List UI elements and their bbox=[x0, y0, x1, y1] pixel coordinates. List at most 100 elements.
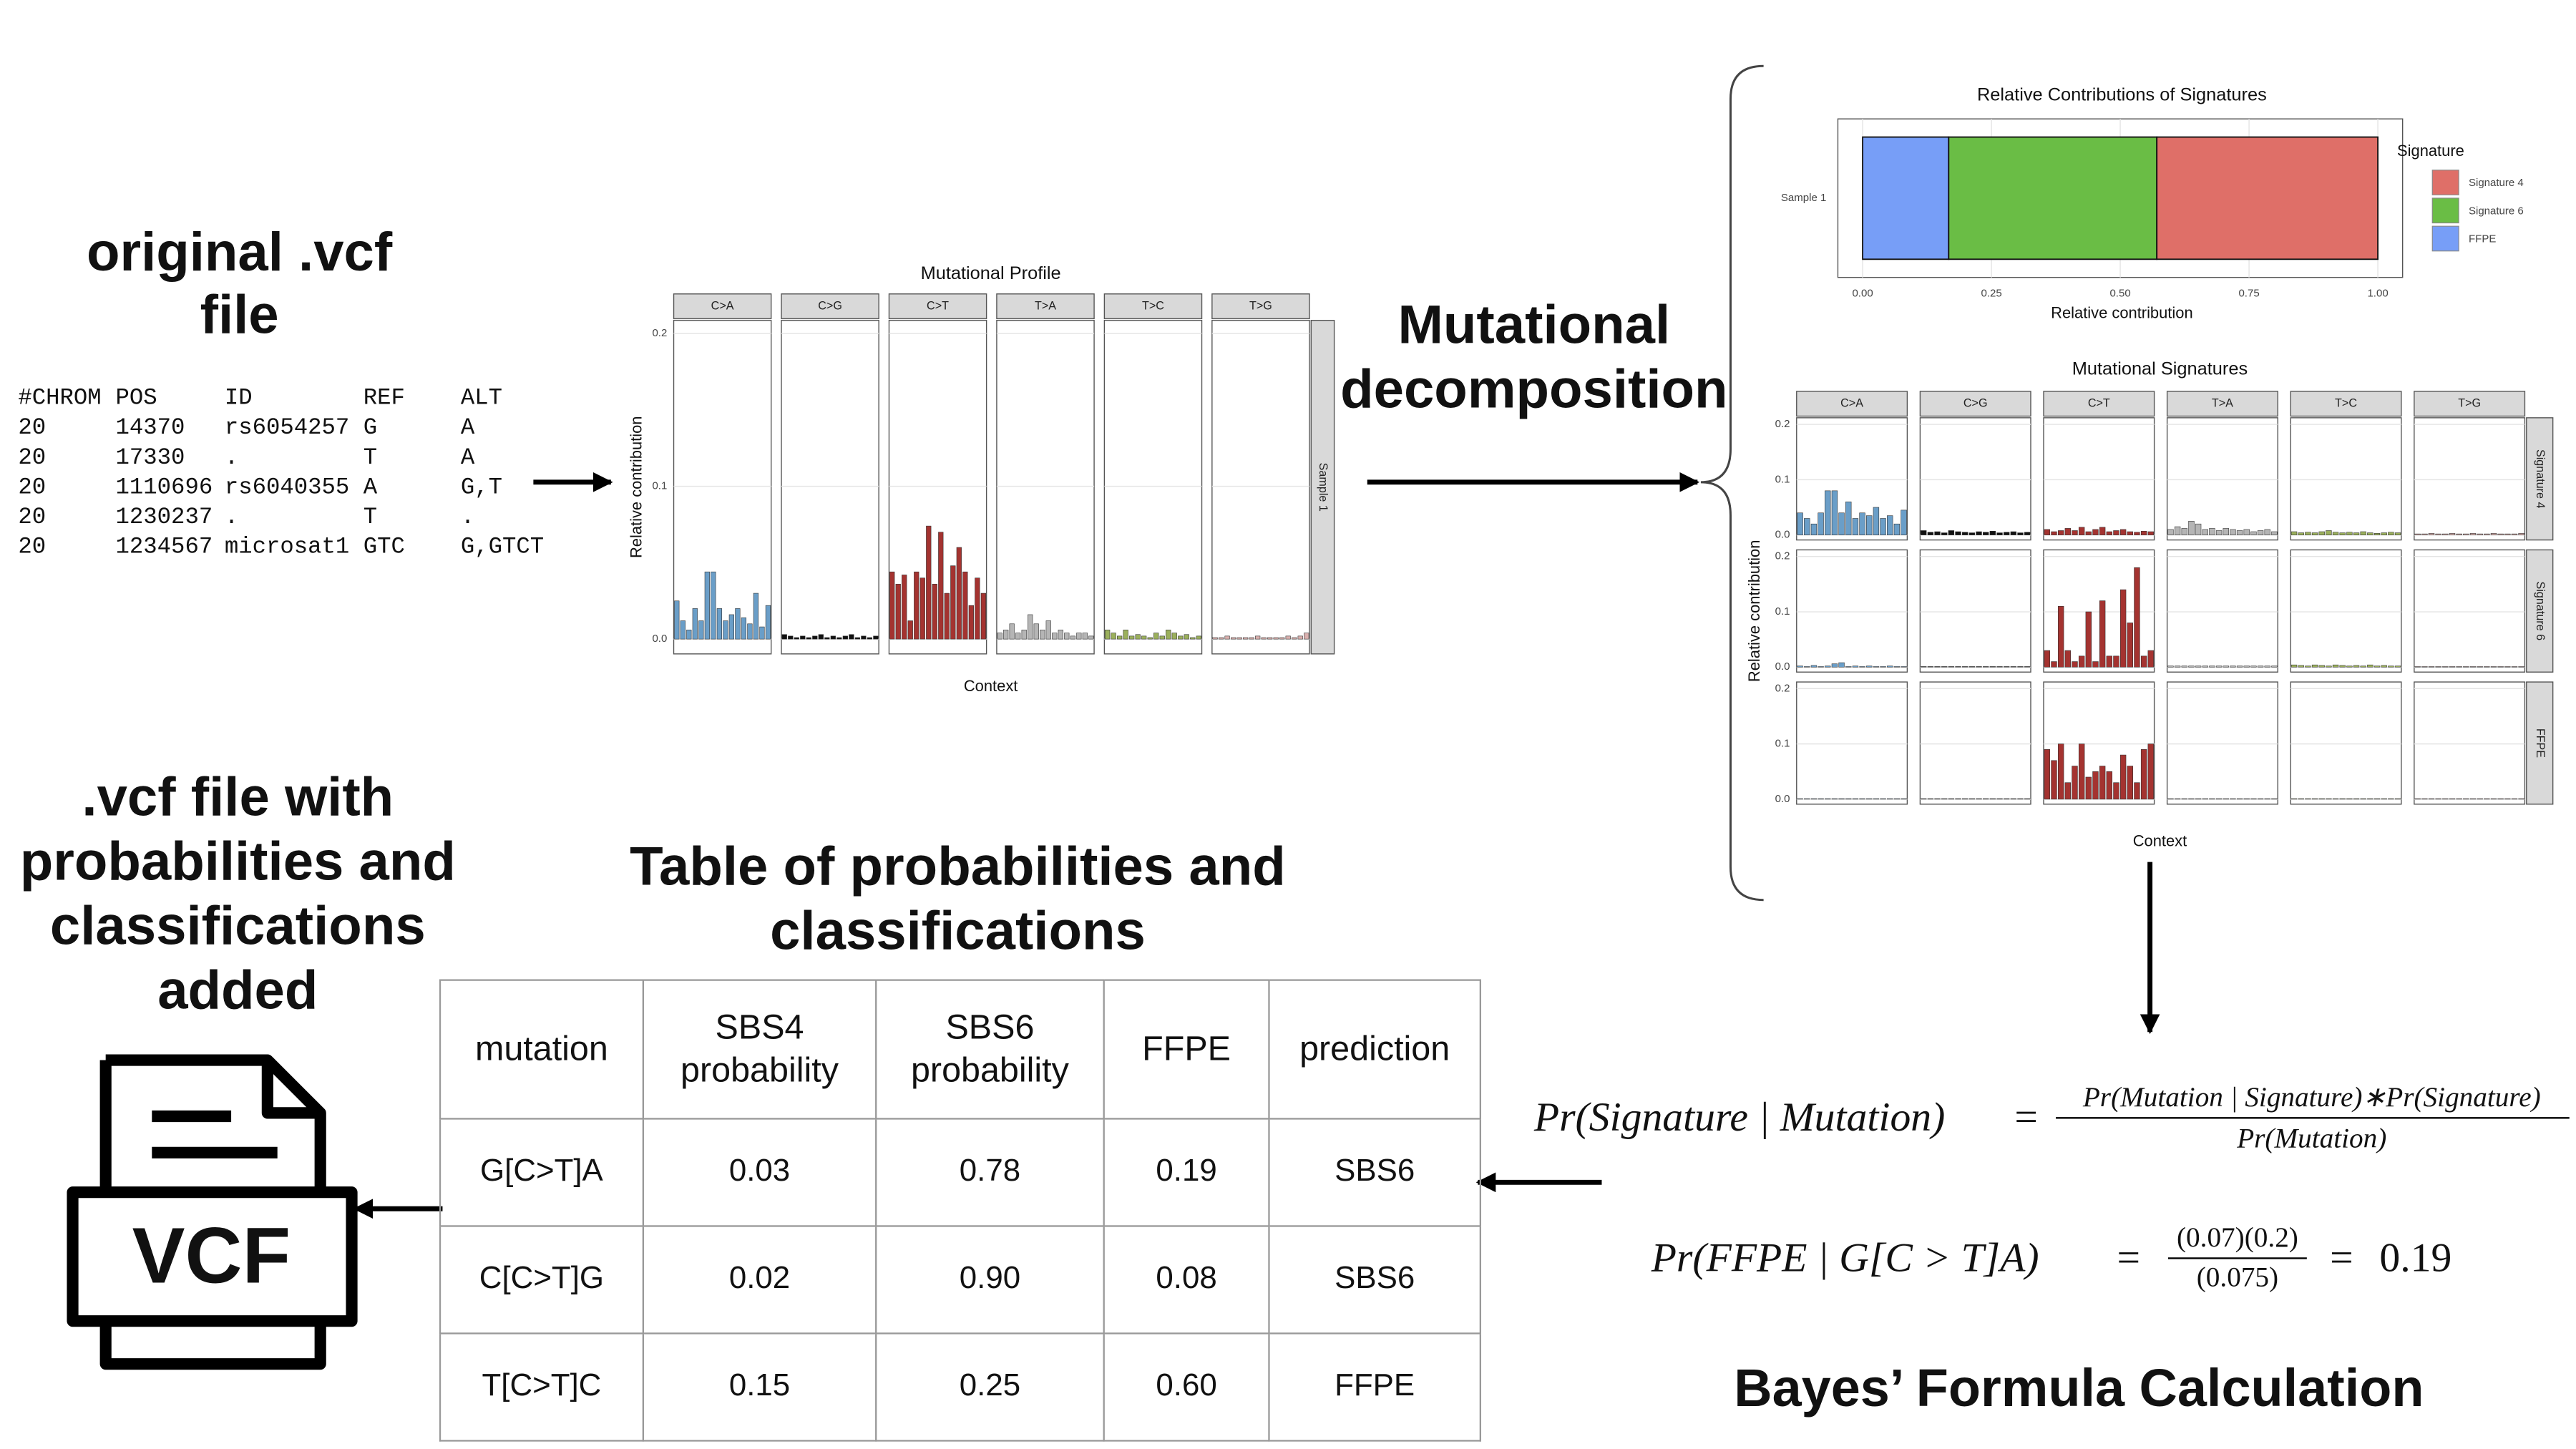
bar bbox=[1224, 635, 1230, 640]
bar bbox=[1178, 635, 1184, 640]
bar bbox=[2490, 533, 2497, 535]
bar bbox=[2024, 532, 2031, 535]
bar bbox=[1880, 666, 1886, 668]
bar bbox=[800, 635, 806, 640]
bar bbox=[2442, 666, 2449, 668]
bar bbox=[1147, 637, 1153, 640]
bar bbox=[2072, 530, 2078, 535]
bar bbox=[956, 547, 962, 640]
bar bbox=[2490, 666, 2497, 668]
icon-label: VCF bbox=[132, 1211, 291, 1299]
bar bbox=[2449, 533, 2456, 535]
bar bbox=[2332, 532, 2339, 535]
table-cell: 0.78 bbox=[875, 1118, 1105, 1227]
panel bbox=[2290, 417, 2402, 541]
heading: .vcf file with bbox=[82, 766, 394, 827]
row-label: Signature 6 bbox=[2534, 582, 2547, 641]
y-tick-label: 0.1 bbox=[1775, 738, 1790, 750]
vcf-icon bbox=[67, 1054, 358, 1370]
bar bbox=[2290, 531, 2298, 535]
panel bbox=[996, 320, 1095, 655]
bar bbox=[1279, 637, 1285, 640]
bar bbox=[2057, 605, 2064, 668]
bar bbox=[1273, 637, 1279, 640]
bar bbox=[753, 592, 759, 640]
y-tick-label: 0.0 bbox=[1775, 660, 1790, 673]
bar bbox=[2264, 529, 2270, 535]
bar bbox=[2044, 749, 2051, 800]
bar bbox=[1141, 635, 1147, 640]
bar bbox=[2435, 533, 2441, 535]
bar bbox=[2119, 529, 2127, 535]
chart-title: Relative Contributions of Signatures bbox=[1977, 85, 2267, 105]
facet-label: T>G bbox=[1249, 299, 1272, 312]
bar bbox=[1236, 637, 1242, 640]
table-cell: FFPE bbox=[1268, 1332, 1481, 1442]
document-fold bbox=[261, 1060, 321, 1119]
table-cell: 0.15 bbox=[642, 1332, 877, 1442]
bar bbox=[1267, 637, 1273, 640]
row-label: Sample 1 bbox=[1317, 463, 1330, 512]
bar bbox=[2113, 655, 2119, 668]
x-tick-label: 0.00 bbox=[1852, 288, 1873, 300]
bar bbox=[2469, 666, 2477, 668]
legend-label: FFPE bbox=[2469, 233, 2496, 245]
panel bbox=[1796, 681, 1908, 805]
vcf-cell: rs6054257 bbox=[225, 414, 349, 441]
chart-title: Mutational Profile bbox=[921, 263, 1061, 283]
panel bbox=[2166, 681, 2278, 805]
bar bbox=[1153, 633, 1159, 640]
axis-label: Relative contribution bbox=[2051, 303, 2192, 321]
vcf-cell: GTC bbox=[364, 533, 405, 560]
bar bbox=[1838, 662, 1845, 668]
y-tick-label: 0.1 bbox=[1775, 605, 1790, 618]
bar bbox=[867, 637, 873, 640]
facet-label: C>G bbox=[818, 299, 842, 312]
bar bbox=[1804, 518, 1810, 535]
bar bbox=[2078, 655, 2085, 668]
bar bbox=[2147, 743, 2154, 800]
heading: decomposition bbox=[1340, 358, 1727, 419]
bar bbox=[889, 571, 895, 640]
bar bbox=[2477, 533, 2483, 535]
bar bbox=[2257, 665, 2264, 668]
vcf-header: ID bbox=[225, 385, 253, 411]
bar bbox=[1117, 635, 1123, 640]
table-row: T[C>T]C 0.15 0.25 0.60 FFPE bbox=[439, 1332, 1481, 1442]
bar bbox=[2346, 532, 2353, 535]
bar bbox=[932, 583, 937, 640]
bar bbox=[2394, 532, 2401, 535]
bar bbox=[2051, 661, 2057, 668]
vcf-cell: 14370 bbox=[116, 414, 185, 441]
y-tick-label: 0.1 bbox=[1775, 473, 1790, 485]
panel bbox=[1919, 549, 2031, 673]
facet-strip bbox=[2290, 391, 2402, 417]
vcf-cell: 20 bbox=[18, 533, 46, 560]
bar bbox=[1009, 623, 1015, 640]
bar bbox=[2003, 532, 2010, 535]
panel bbox=[1211, 320, 1310, 655]
facet-label: T>G bbox=[2458, 396, 2481, 409]
formula-equals: = bbox=[2014, 1095, 2038, 1140]
legend-label: Signature 6 bbox=[2469, 205, 2524, 217]
bar bbox=[849, 634, 854, 640]
bar bbox=[1941, 666, 1948, 668]
bar bbox=[1831, 490, 1838, 535]
vcf-cell: A bbox=[364, 474, 378, 500]
bar bbox=[854, 637, 860, 640]
vcf-cell: T bbox=[364, 504, 377, 530]
bar bbox=[1948, 530, 1955, 535]
vcf-cell: . bbox=[461, 504, 474, 530]
bar bbox=[1989, 666, 1996, 668]
bar bbox=[2381, 665, 2387, 668]
bar bbox=[1989, 530, 1996, 535]
panel bbox=[2414, 549, 2526, 673]
bar bbox=[1845, 502, 1852, 535]
bar bbox=[2497, 666, 2504, 668]
bar bbox=[968, 605, 974, 640]
facet-strip bbox=[2043, 391, 2155, 417]
bar bbox=[2188, 521, 2195, 535]
bar bbox=[2456, 666, 2462, 668]
